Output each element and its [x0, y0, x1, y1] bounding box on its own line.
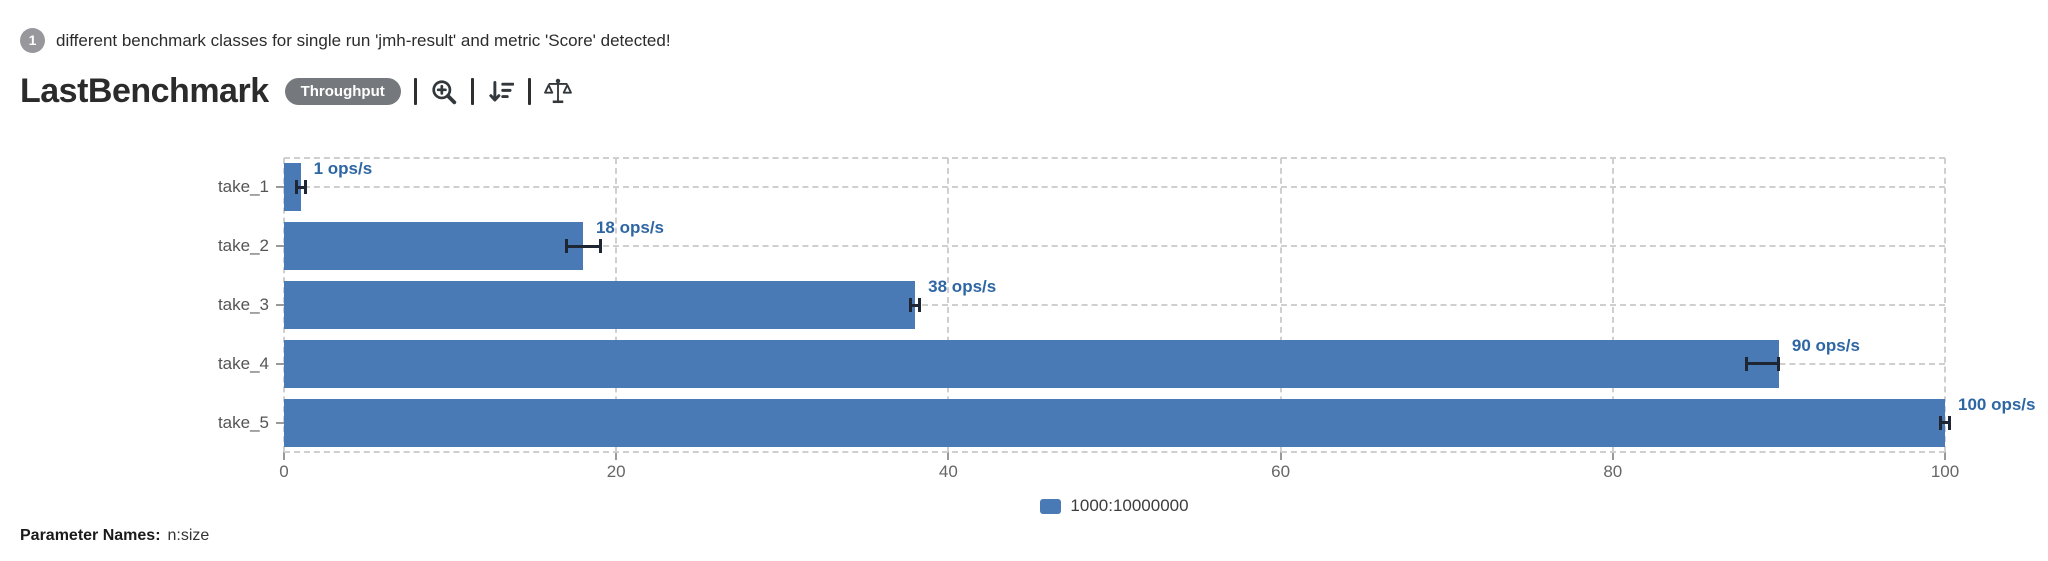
legend-label: 1000:10000000: [1070, 496, 1189, 515]
metric-badge: Throughput: [284, 77, 401, 105]
x-tick: [1944, 452, 1946, 460]
category-label: take_5: [217, 412, 269, 432]
error-bar-cap: [1776, 356, 1780, 371]
row-gridline: [284, 245, 1945, 248]
parameter-names-row: Parameter Names: n:size: [20, 527, 209, 545]
error-bar-cap: [1744, 356, 1748, 371]
x-tick-label: 20: [606, 462, 626, 481]
category-label: take_4: [217, 353, 269, 373]
parameter-names-label: Parameter Names:: [20, 527, 161, 544]
category-label: take_1: [217, 177, 269, 197]
error-bar-cap: [1939, 415, 1943, 430]
x-tick: [283, 452, 285, 460]
separator: [413, 77, 417, 105]
x-gridline: [1944, 158, 1946, 452]
y-tick: [276, 186, 284, 189]
error-bar: [566, 244, 602, 248]
value-label: 18 ops/s: [595, 218, 665, 238]
error-bar: [1745, 362, 1779, 366]
error-bar-cap: [918, 298, 922, 312]
y-tick: [276, 304, 284, 306]
parameter-names-value: n:size: [167, 527, 210, 544]
bar-take_3[interactable]: [284, 281, 916, 329]
y-tick: [276, 421, 284, 424]
notice-bar: 1 different benchmark classes for single…: [20, 28, 671, 53]
separator: [470, 77, 474, 105]
scales-icon[interactable]: [543, 77, 572, 105]
bar-take_1[interactable]: [284, 163, 301, 212]
error-bar-cap: [294, 180, 298, 195]
zoom-in-icon[interactable]: [430, 77, 458, 105]
category-label: take_3: [217, 295, 269, 314]
error-bar-cap: [565, 239, 569, 254]
error-bar-cap: [303, 180, 307, 195]
count-badge: 1: [20, 28, 45, 53]
x-tick-label: 100: [1930, 462, 1960, 481]
row-gridline: [284, 304, 1945, 306]
value-label: 38 ops/s: [928, 277, 997, 296]
error-bar: [1940, 421, 1950, 425]
error-bar-cap: [1947, 415, 1951, 430]
benchmark-title-bar: LastBenchmark Throughput: [20, 70, 572, 112]
error-bar: [910, 303, 921, 307]
chart-legend: 1000:10000000: [284, 496, 1945, 516]
sort-icon[interactable]: [487, 77, 515, 105]
notice-text: different benchmark classes for single r…: [56, 30, 671, 50]
benchmark-class-title: LastBenchmark: [20, 72, 269, 110]
x-tick-label: 60: [1271, 462, 1291, 481]
error-bar-cap: [599, 239, 603, 254]
x-tick: [1279, 452, 1282, 460]
row-gridline: [284, 186, 1945, 189]
x-tick: [1611, 452, 1614, 460]
x-tick: [615, 452, 618, 460]
y-tick: [276, 362, 284, 365]
plot-top-border: [284, 157, 1945, 159]
error-bar: [295, 185, 306, 189]
value-label: 100 ops/s: [1958, 394, 2036, 414]
bar-take_2[interactable]: [284, 222, 583, 271]
value-label: 1 ops/s: [313, 159, 373, 179]
x-tick-label: 40: [938, 462, 958, 481]
legend-swatch: [1040, 498, 1062, 514]
x-tick: [947, 452, 950, 460]
legend-item[interactable]: 1000:10000000: [1040, 496, 1189, 516]
category-label: take_2: [217, 236, 269, 256]
error-bar-cap: [909, 298, 913, 312]
y-tick: [276, 245, 284, 248]
x-tick-label: 0: [279, 462, 289, 481]
value-label: 90 ops/s: [1791, 335, 1860, 355]
bar-take_5[interactable]: [284, 398, 1945, 447]
separator: [527, 77, 531, 105]
bar-take_4[interactable]: [284, 339, 1779, 388]
x-axis-line: [284, 451, 1945, 453]
x-tick-label: 80: [1603, 462, 1623, 481]
